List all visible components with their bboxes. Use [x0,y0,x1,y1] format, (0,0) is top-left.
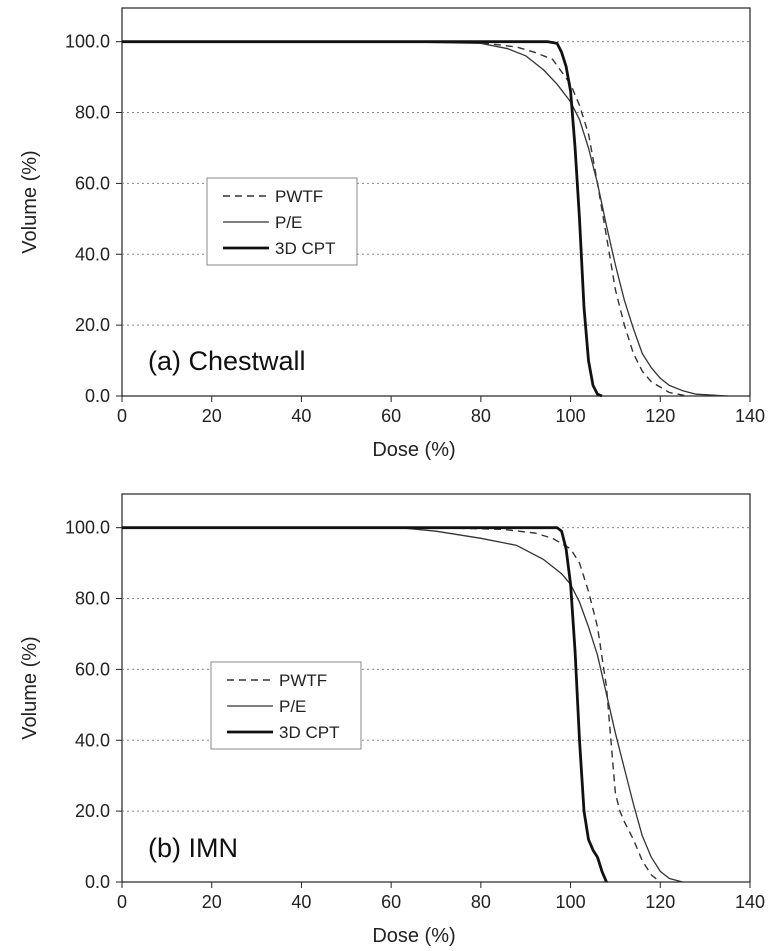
x-axis-title: Dose (%) [372,439,455,461]
x-tick-label: 80 [471,406,491,426]
x-tick-label: 60 [381,892,401,912]
x-tick-label: 80 [471,892,491,912]
x-tick-label: 0 [117,892,127,912]
series-line-3d-cpt [122,40,603,398]
y-tick-label: 40.0 [75,244,110,264]
x-tick-label: 100 [556,892,586,912]
x-tick-label: 40 [291,892,311,912]
x-tick-label: 120 [645,892,675,912]
y-tick-label: 80.0 [75,103,110,123]
y-axis-title: Volume (%) [19,636,41,739]
legend-entry: PWTF [275,187,323,206]
legend-entry: 3D CPT [279,723,339,742]
x-tick-label: 100 [556,406,586,426]
plot-frame-2 [121,493,751,883]
legend-entry: 3D CPT [275,239,335,258]
x-tick-label: 60 [381,406,401,426]
x-tick-label: 140 [735,406,765,426]
y-tick-label: 20.0 [75,801,110,821]
y-tick-label: 80.0 [75,589,110,609]
series-line-p-e [122,41,728,397]
x-tick-label: 20 [202,892,222,912]
x-tick-label: 120 [645,406,675,426]
y-tick-label: 60.0 [75,659,110,679]
y-tick-label: 100.0 [65,518,110,538]
series-line-3d-cpt [122,526,608,883]
panel-annotation: (b) IMN [148,833,238,863]
x-tick-label: 0 [117,406,127,426]
legend-entry: P/E [275,213,302,232]
x-tick-label: 20 [202,406,222,426]
series-line-pwtf [122,527,661,883]
legend-entry: P/E [279,697,306,716]
y-tick-label: 40.0 [75,730,110,750]
panel-annotation: (a) Chestwall [148,346,306,376]
series-line-p-e [122,527,683,883]
x-tick-label: 40 [291,406,311,426]
y-tick-label: 100.0 [65,32,110,52]
y-tick-label: 0.0 [85,386,110,406]
y-tick-label: 20.0 [75,315,110,335]
y-tick-label: 0.0 [85,872,110,892]
x-axis-title: Dose (%) [372,925,455,947]
x-tick-label: 140 [735,892,765,912]
plot-frame-1 [121,7,751,397]
y-tick-label: 60.0 [75,173,110,193]
legend-entry: PWTF [279,671,327,690]
y-axis-title: Volume (%) [19,150,41,253]
